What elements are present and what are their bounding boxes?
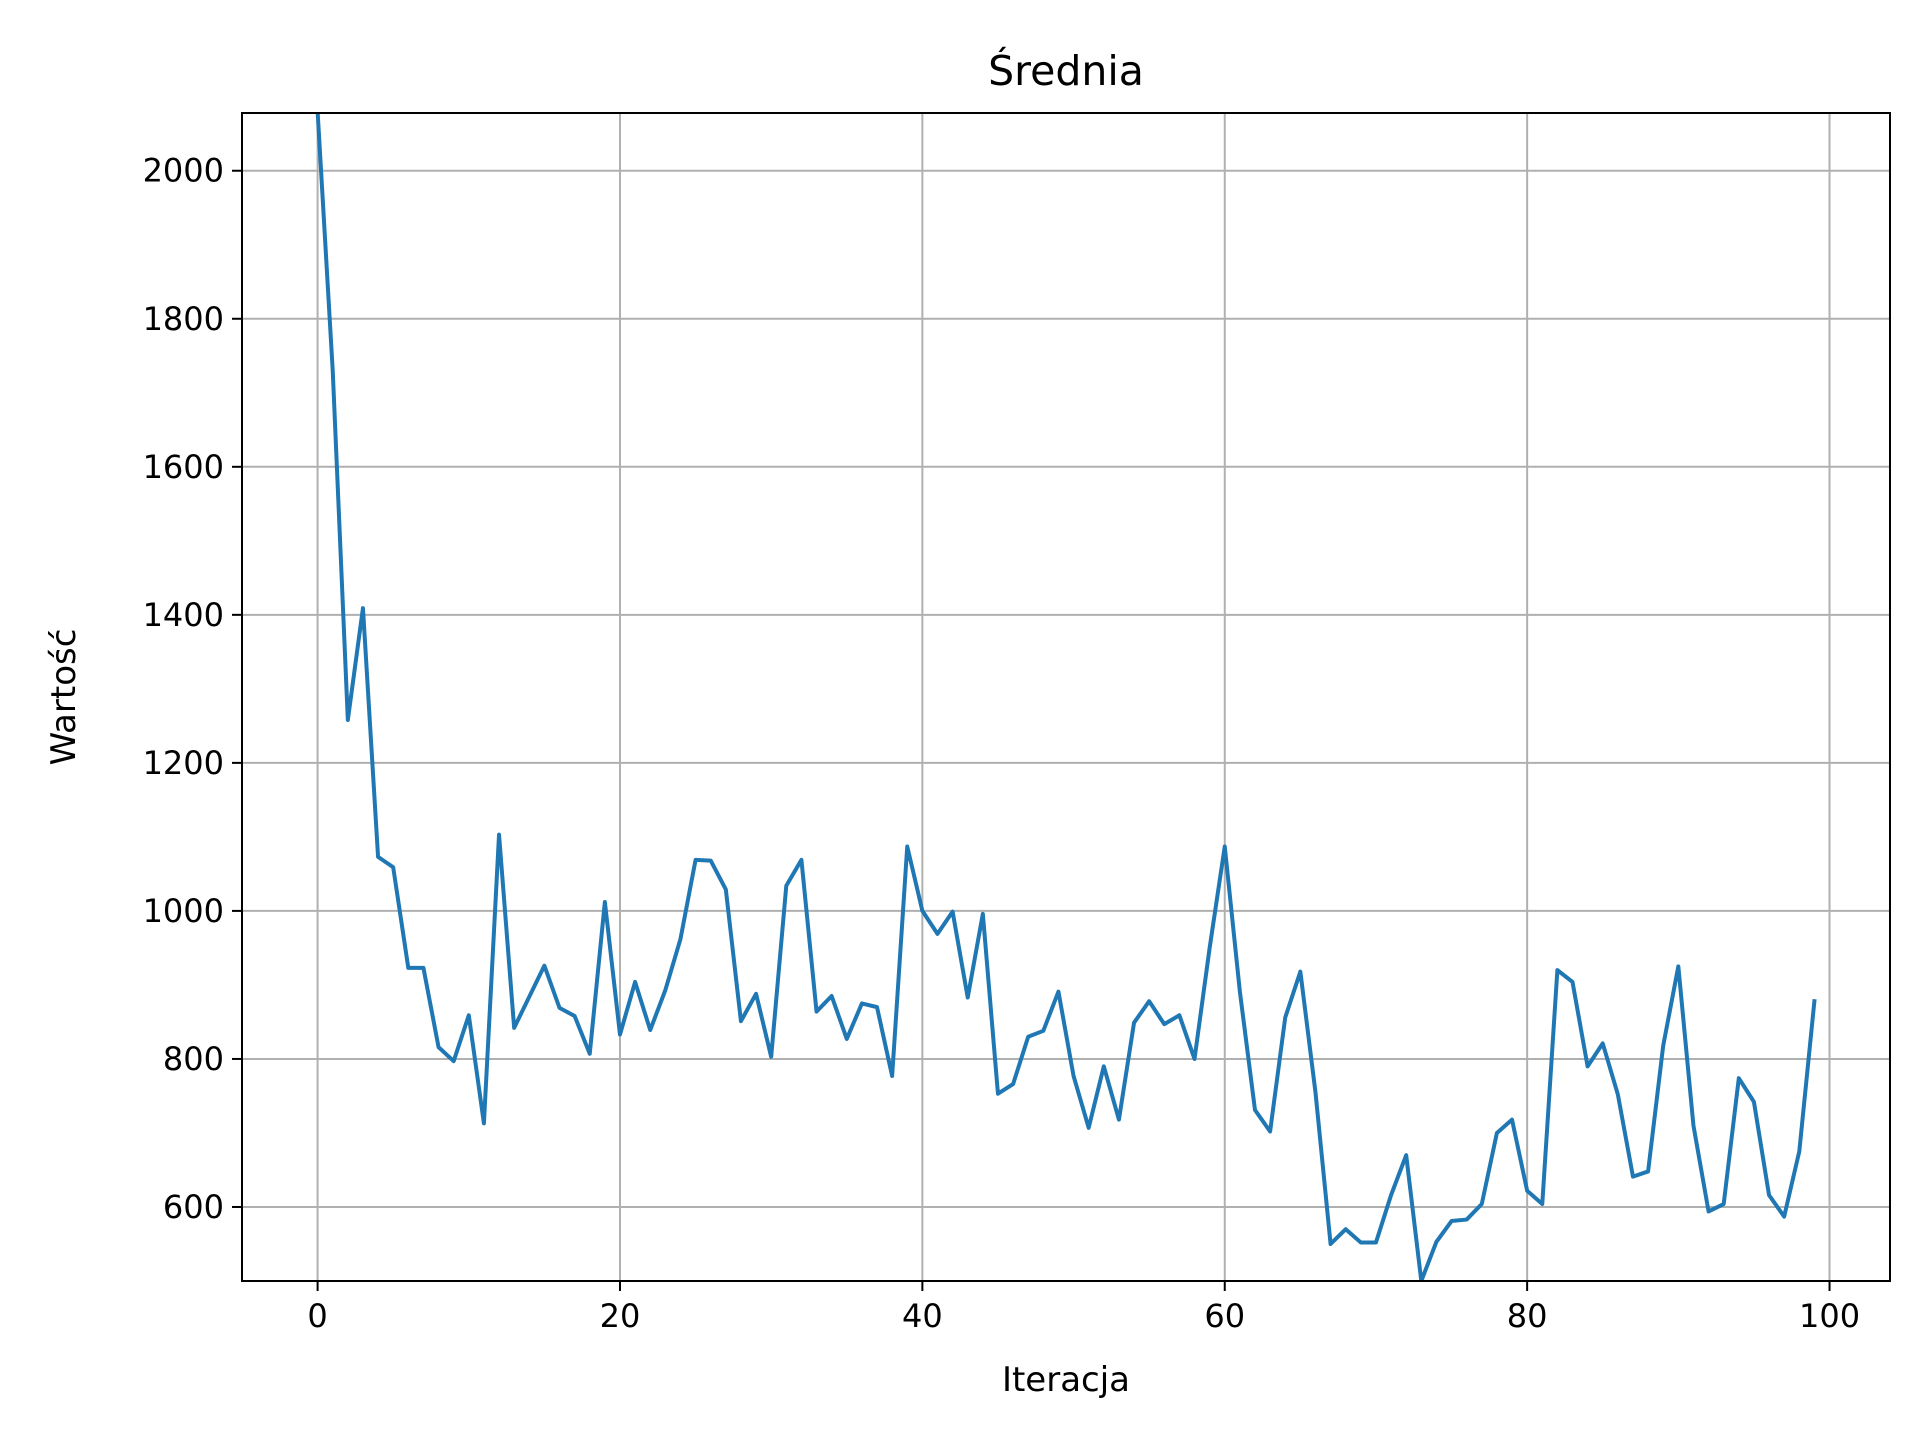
y-tick-label: 1800 xyxy=(143,300,224,338)
y-tick-label: 800 xyxy=(163,1040,224,1078)
x-tick-label: 20 xyxy=(600,1297,641,1335)
line-layer xyxy=(315,113,1817,1281)
y-tick-label: 600 xyxy=(163,1188,224,1226)
y-tick-label: 1000 xyxy=(143,892,224,930)
y-tick-label: 1200 xyxy=(143,744,224,782)
x-tick-label: 80 xyxy=(1507,1297,1548,1335)
chart-title: Średnia xyxy=(988,47,1144,95)
y-tick-label: 1600 xyxy=(143,448,224,486)
y-axis-label: Wartość xyxy=(44,629,84,766)
x-axis-label: Iteracja xyxy=(1002,1360,1130,1400)
y-tick-label: 1400 xyxy=(143,596,224,634)
x-tick-label: 40 xyxy=(902,1297,943,1335)
grid-layer xyxy=(242,113,1890,1281)
x-tick-label: 0 xyxy=(307,1297,327,1335)
series-line xyxy=(315,113,1817,1281)
tick-layer: 0 20 40 60 80 100 600 800 1000 1200 1400 1600 1800 20… xyxy=(143,152,1860,1335)
x-tick-label: 100 xyxy=(1799,1297,1860,1335)
x-tick-label: 60 xyxy=(1204,1297,1245,1335)
y-tick-label: 2000 xyxy=(143,152,224,190)
plot-frame xyxy=(241,112,1891,1282)
